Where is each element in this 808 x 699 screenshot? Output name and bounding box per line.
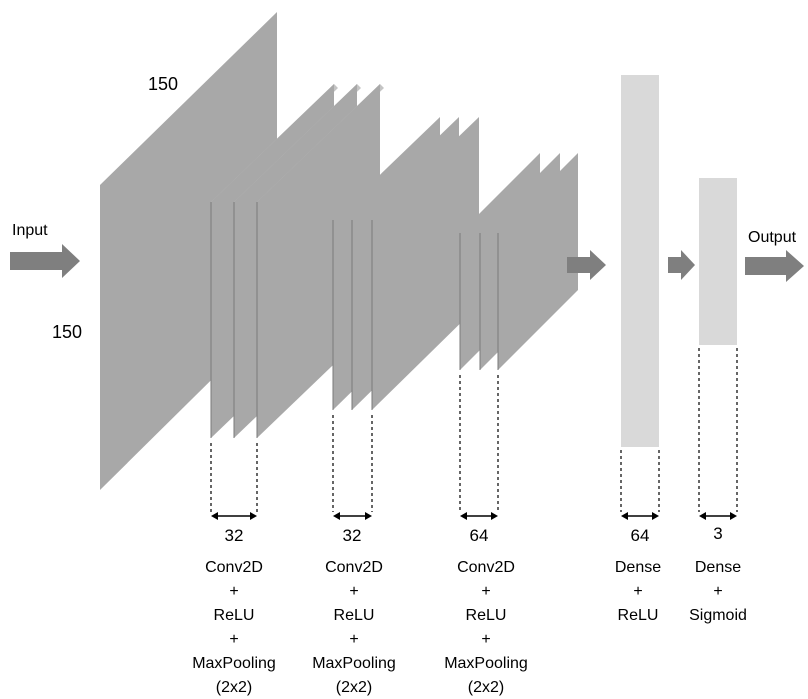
output-label: Output [748,229,797,246]
svg-text:ReLU: ReLU [618,607,659,624]
svg-text:+: + [349,631,358,648]
svg-text:+: + [349,583,358,600]
svg-text:MaxPooling: MaxPooling [192,655,276,672]
dimension-markers [210,348,738,520]
input-height-label: 150 [52,322,82,342]
svg-text:ReLU: ReLU [466,607,507,624]
svg-text:(2x2): (2x2) [468,679,504,696]
svg-text:Dense: Dense [695,559,741,576]
block-1-filters: 32 [225,526,244,545]
svg-text:ReLU: ReLU [214,607,255,624]
svg-text:Dense: Dense [615,559,661,576]
dense-arrow [668,250,695,280]
svg-text:+: + [481,631,490,648]
dense-2-units: 3 [713,524,722,543]
svg-text:Sigmoid: Sigmoid [689,607,747,624]
dense-layer-1 [621,75,659,447]
block-2-filters: 32 [343,526,362,545]
dense-2-caption: Dense + Sigmoid [689,559,747,624]
svg-text:+: + [633,583,642,600]
svg-text:ReLU: ReLU [334,607,375,624]
svg-text:+: + [229,583,238,600]
dense-1-units: 64 [631,526,650,545]
svg-text:(2x2): (2x2) [336,679,372,696]
input-arrow [10,244,80,278]
svg-text:MaxPooling: MaxPooling [444,655,528,672]
svg-text:+: + [481,583,490,600]
conv-block-2 [332,117,479,410]
dense-layer-2 [699,178,737,345]
input-width-label: 150 [148,74,178,94]
conv-block-3 [459,153,578,370]
svg-text:+: + [713,583,722,600]
svg-text:Conv2D: Conv2D [457,559,515,576]
svg-text:Conv2D: Conv2D [205,559,263,576]
flatten-arrow [567,250,606,280]
svg-text:(2x2): (2x2) [216,679,252,696]
output-arrow [745,250,804,282]
dense-1-caption: Dense + ReLU [615,559,661,624]
block-1-caption: Conv2D + ReLU + MaxPooling (2x2) [192,559,276,696]
svg-text:Conv2D: Conv2D [325,559,383,576]
block-3-filters: 64 [470,526,489,545]
svg-text:MaxPooling: MaxPooling [312,655,396,672]
block-2-caption: Conv2D + ReLU + MaxPooling (2x2) [312,559,396,696]
input-image-plane [100,12,277,490]
input-label: Input [12,222,48,239]
svg-text:+: + [229,631,238,648]
block-3-caption: Conv2D + ReLU + MaxPooling (2x2) [444,559,528,696]
